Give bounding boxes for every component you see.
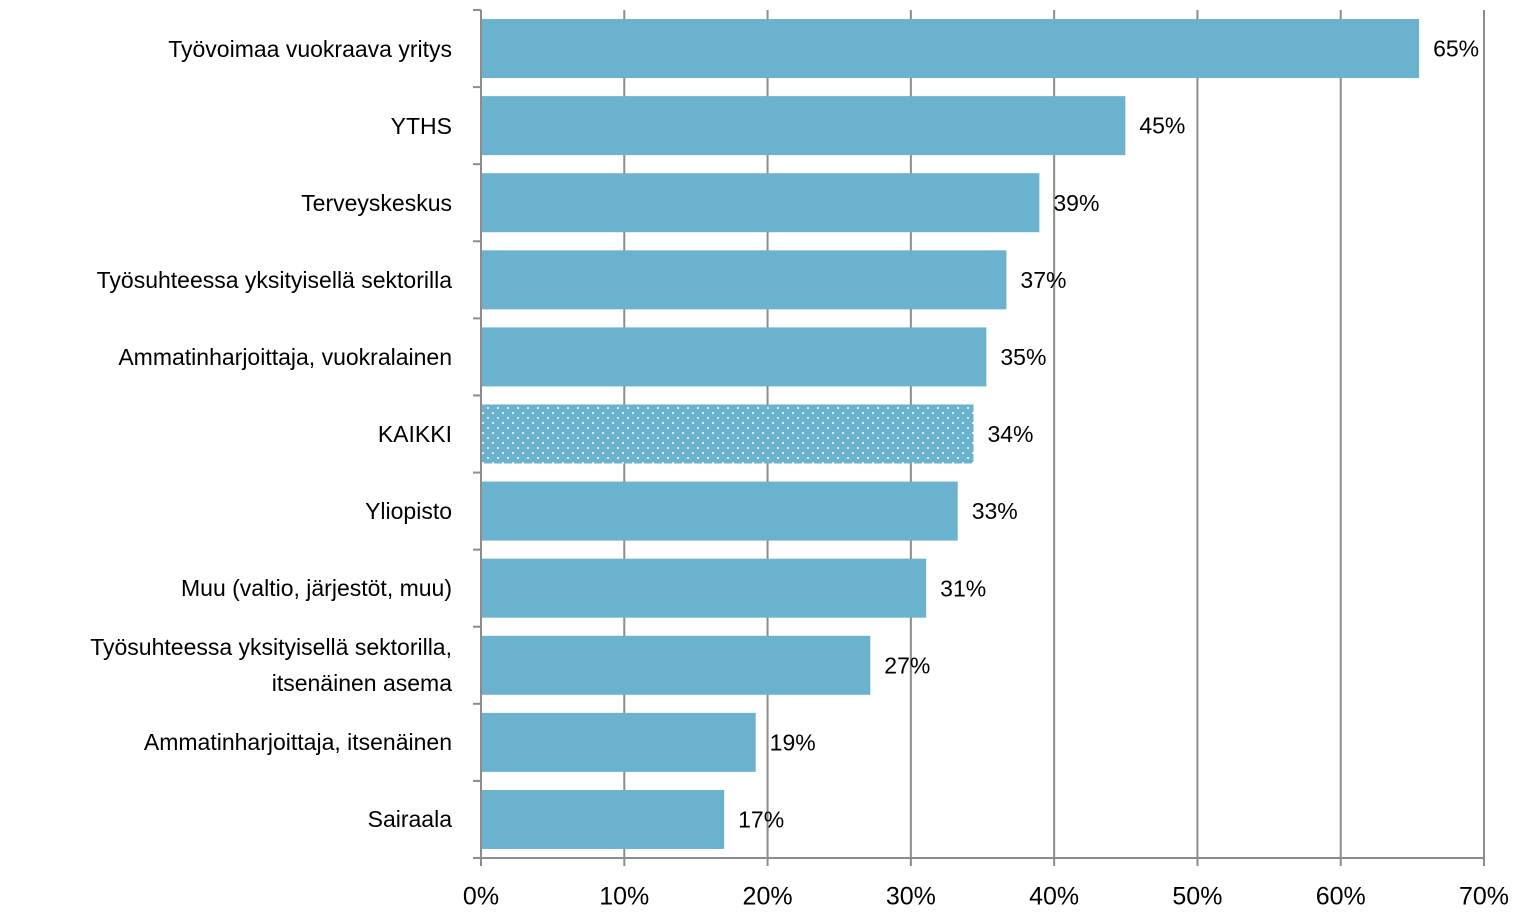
x-tick-label: 30% [886,883,936,911]
bar [482,327,987,387]
category-label: Muu (valtio, järjestöt, muu) [0,550,452,627]
category-text: Ammatinharjoittaja, vuokralainen [118,343,452,370]
category-label: Terveyskeskus [0,164,452,241]
value-label: 27% [884,652,930,678]
value-label: 45% [1139,113,1185,139]
category-label: Sairaala [0,781,452,858]
x-tick-label: 10% [599,883,649,911]
category-label: Ammatinharjoittaja, vuokralainen [0,318,452,395]
value-label: 33% [972,498,1018,524]
category-text: Työsuhteessa yksityisellä sektorilla [96,266,452,293]
x-tick-label: 40% [1029,883,1079,911]
x-tick-label: 70% [1459,883,1509,911]
value-label: 34% [987,421,1033,447]
category-label: YTHS [0,87,452,164]
x-tick-label: 50% [1172,883,1222,911]
bar [482,173,1040,233]
category-label: Ammatinharjoittaja, itsenäinen [0,704,452,781]
bar [482,96,1126,156]
bar [482,19,1420,79]
x-tick-label: 20% [743,883,793,911]
category-text: YTHS [390,112,452,139]
category-label: Työsuhteessa yksityisellä sektorilla, it… [0,627,452,704]
bar [482,558,927,618]
category-label: Työsuhteessa yksityisellä sektorilla [0,241,452,318]
category-text: Työvoimaa vuokraava yritys [168,35,452,62]
bar [482,635,871,695]
category-text: Työsuhteessa yksityisellä sektorilla, it… [90,634,452,697]
x-tick-label: 60% [1316,883,1366,911]
category-label: Yliopisto [0,473,452,550]
bar [482,789,725,849]
category-text: Yliopisto [365,498,452,525]
bar [482,712,756,772]
value-label: 35% [1000,344,1046,370]
category-text: Terveyskeskus [301,189,452,216]
value-label: 19% [770,729,816,755]
category-text: Ammatinharjoittaja, itsenäinen [143,729,452,756]
x-tick-label: 0% [463,883,499,911]
bar [482,481,958,541]
value-label: 37% [1020,267,1066,293]
value-label: 39% [1053,190,1099,216]
category-text: Muu (valtio, järjestöt, muu) [181,575,452,602]
bar [482,404,974,464]
category-label: KAIKKI [0,395,452,472]
value-label: 65% [1433,36,1479,62]
category-label: Työvoimaa vuokraava yritys [0,10,452,87]
value-label: 31% [940,575,986,601]
category-text: Sairaala [367,806,452,833]
value-label: 17% [738,807,784,833]
bar [482,250,1007,310]
category-text: KAIKKI [377,420,452,447]
